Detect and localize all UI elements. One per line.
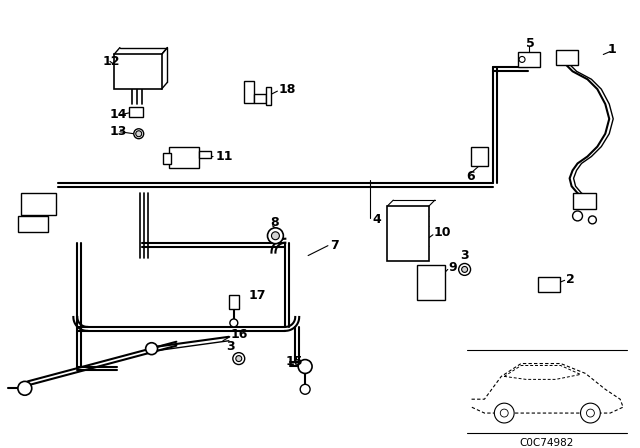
Bar [518,52,540,67]
Text: 18: 18 [278,82,296,96]
Circle shape [136,131,141,137]
Circle shape [573,211,582,221]
Circle shape [580,403,600,423]
Bar [573,193,596,209]
Text: 8: 8 [271,216,279,229]
Bar [114,55,161,89]
Circle shape [461,267,468,272]
Circle shape [146,343,157,355]
Bar [470,146,488,166]
Text: 16: 16 [231,328,248,341]
Text: 10: 10 [434,226,451,239]
Circle shape [271,232,280,240]
Bar [199,151,211,159]
Text: 15: 15 [285,355,303,368]
Circle shape [236,356,242,362]
Text: 4: 4 [372,213,381,226]
Circle shape [459,263,470,276]
Text: 14: 14 [110,108,127,121]
Text: 7: 7 [330,239,339,252]
Circle shape [586,409,595,417]
Bar [170,146,199,168]
Bar [538,277,560,292]
Bar [229,295,239,309]
Text: C0C74982: C0C74982 [520,438,574,448]
Circle shape [268,228,284,244]
Circle shape [519,56,525,62]
Bar [266,87,271,105]
Text: 2: 2 [566,273,575,286]
Text: 3: 3 [461,249,469,262]
Text: 11: 11 [216,150,234,163]
Circle shape [18,381,32,395]
Circle shape [494,403,514,423]
Bar [253,94,266,103]
Text: 9: 9 [449,261,458,274]
Text: 6: 6 [467,170,476,183]
Circle shape [230,319,238,327]
Circle shape [134,129,144,139]
Bar [18,216,47,232]
Circle shape [233,353,244,365]
Text: 17: 17 [249,289,266,302]
Bar [244,81,253,103]
Circle shape [500,409,508,417]
Text: 13: 13 [110,125,127,138]
Bar [129,107,143,117]
Text: 3: 3 [226,340,234,353]
Bar [556,50,577,65]
Circle shape [588,216,596,224]
Text: 1: 1 [607,43,616,56]
Circle shape [298,360,312,374]
Bar [163,153,172,164]
Bar [387,206,429,261]
Text: 5: 5 [526,37,535,50]
Bar [417,266,445,300]
Circle shape [300,384,310,394]
Text: 12: 12 [102,55,120,68]
Bar [21,193,56,215]
